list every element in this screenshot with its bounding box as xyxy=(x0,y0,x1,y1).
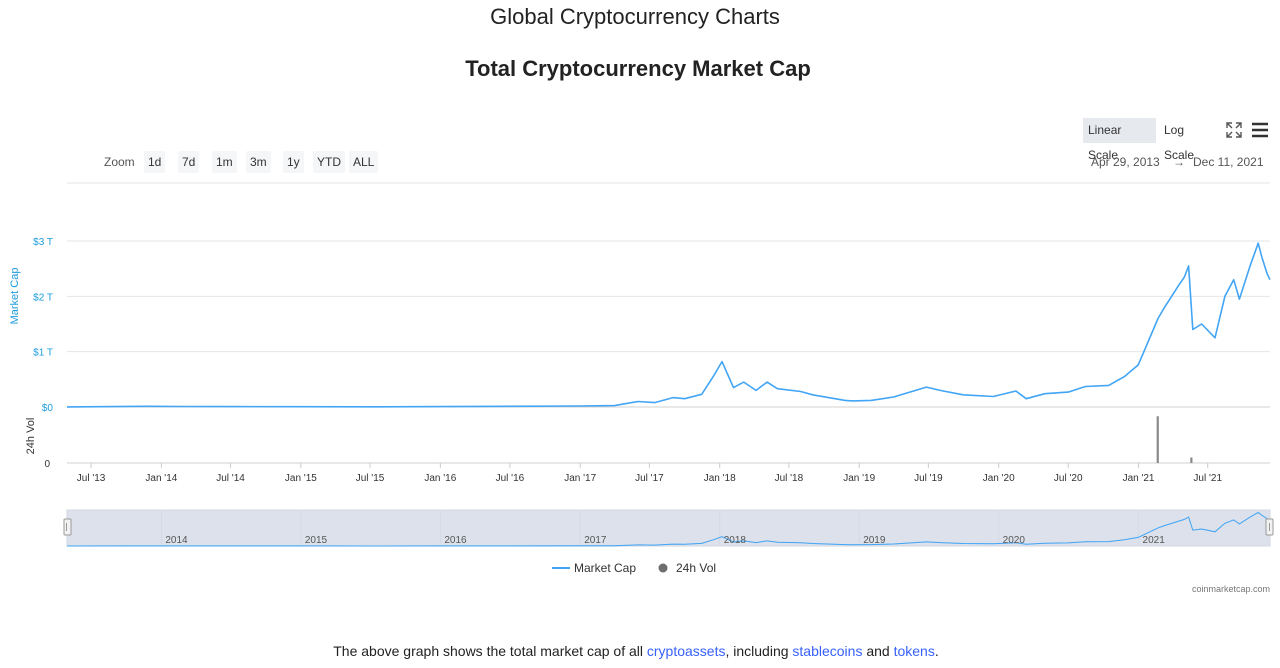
navigator-year-label: 2019 xyxy=(863,535,886,546)
legend-market-cap-label: Market Cap xyxy=(574,561,637,575)
zoom-label: Zoom xyxy=(104,155,135,169)
x-tick-label: Jul '14 xyxy=(216,473,245,484)
range-arrow: → xyxy=(1173,155,1185,169)
y-axis-title: Market Cap xyxy=(9,268,21,325)
cryptoassets-link[interactable]: cryptoassets xyxy=(646,643,726,659)
volume-bar xyxy=(1156,416,1159,463)
x-tick-label: Jan '14 xyxy=(145,473,177,484)
x-tick-label: Jul '15 xyxy=(356,473,385,484)
volume-axis-title: 24h Vol xyxy=(25,418,37,455)
caption-text: . xyxy=(934,643,939,659)
navigator-selection[interactable] xyxy=(67,510,1270,546)
zoom-button-all[interactable]: ALL xyxy=(349,151,379,173)
x-tick-label: Jan '19 xyxy=(843,473,875,484)
caption-text: The above graph shows the total market c… xyxy=(333,643,647,659)
navigator-year-label: 2015 xyxy=(305,535,328,546)
volume-tick-label: 0 xyxy=(44,459,50,470)
range-end-date[interactable]: Dec 11, 2021 xyxy=(1193,155,1264,169)
x-tick-label: Jul '17 xyxy=(635,473,664,484)
credits-link[interactable]: coinmarketcap.com xyxy=(1191,584,1270,594)
legend-24h-vol-label: 24h Vol xyxy=(676,561,717,575)
caption: The above graph shows the total market c… xyxy=(0,643,1272,659)
y-tick-label: $3 T xyxy=(33,237,53,248)
market-cap-chart[interactable]: $0 $1 T $2 T $3 T 0 Jul '13 Jan '14 Jul '14 Jan… xyxy=(0,0,1280,560)
navigator-series-line-overlay xyxy=(66,511,1271,547)
volume-bar xyxy=(1190,457,1193,463)
zoom-button-1y[interactable]: 1y xyxy=(283,151,304,173)
legend-24h-vol[interactable]: 24h Vol xyxy=(658,561,716,575)
x-tick-label: Jan '17 xyxy=(564,473,596,484)
x-tick-label: Jan '21 xyxy=(1123,473,1155,484)
zoom-button-1d[interactable]: 1d xyxy=(144,151,166,173)
stablecoins-link[interactable]: stablecoins xyxy=(792,643,863,659)
zoom-button-7d[interactable]: 7d xyxy=(178,151,200,173)
x-tick-label: Jan '15 xyxy=(285,473,317,484)
zoom-button-3m[interactable]: 3m xyxy=(246,151,271,173)
navigator-year-label: 2017 xyxy=(584,535,607,546)
y-tick-label: $2 T xyxy=(33,292,53,303)
x-tick-label: Jan '16 xyxy=(424,473,456,484)
x-tick-label: Jan '18 xyxy=(704,473,736,484)
x-tick-label: Jan '20 xyxy=(983,473,1015,484)
linear-scale-button[interactable]: Linear Scale xyxy=(1083,118,1156,162)
fullscreen-icon[interactable] xyxy=(1224,120,1244,140)
x-tick-label: Jul '16 xyxy=(496,473,525,484)
navigator[interactable]: 2014 2015 2016 2017 2018 2019 2020 2021 xyxy=(63,509,1274,547)
caption-text: and xyxy=(862,643,894,659)
caption-text: , including xyxy=(725,643,793,659)
navigator-year-label: 2016 xyxy=(444,535,467,546)
zoom-button-1m[interactable]: 1m xyxy=(212,151,237,173)
navigator-year-label: 2021 xyxy=(1143,535,1166,546)
navigator-year-label: 2020 xyxy=(1003,535,1026,546)
y-tick-label: $0 xyxy=(42,403,54,414)
x-tick-label: Jul '19 xyxy=(914,473,943,484)
market-cap-series-line xyxy=(66,242,1271,408)
page-title: Global Cryptocurrency Charts xyxy=(490,4,780,29)
x-tick-label: Jul '20 xyxy=(1054,473,1083,484)
x-tick-label: Jul '21 xyxy=(1193,473,1222,484)
menu-icon[interactable] xyxy=(1250,120,1270,140)
chart-title: Total Cryptocurrency Market Cap xyxy=(465,56,811,81)
x-tick-label: Jul '18 xyxy=(775,473,804,484)
x-tick-label: Jul '13 xyxy=(77,473,106,484)
navigator-year-label: 2018 xyxy=(724,535,747,546)
tokens-link[interactable]: tokens xyxy=(893,643,935,659)
legend-market-cap[interactable]: Market Cap xyxy=(552,561,636,575)
legend-dot-icon xyxy=(658,563,668,573)
zoom-button-ytd[interactable]: YTD xyxy=(313,151,345,173)
navigator-left-handle[interactable] xyxy=(63,518,72,536)
legend-line-icon xyxy=(552,567,570,569)
range-start-date[interactable]: Apr 29, 2013 xyxy=(1091,155,1160,169)
y-tick-label: $1 T xyxy=(33,348,53,359)
navigator-year-label: 2014 xyxy=(165,535,188,546)
log-scale-button[interactable]: Log Scale xyxy=(1164,123,1195,162)
